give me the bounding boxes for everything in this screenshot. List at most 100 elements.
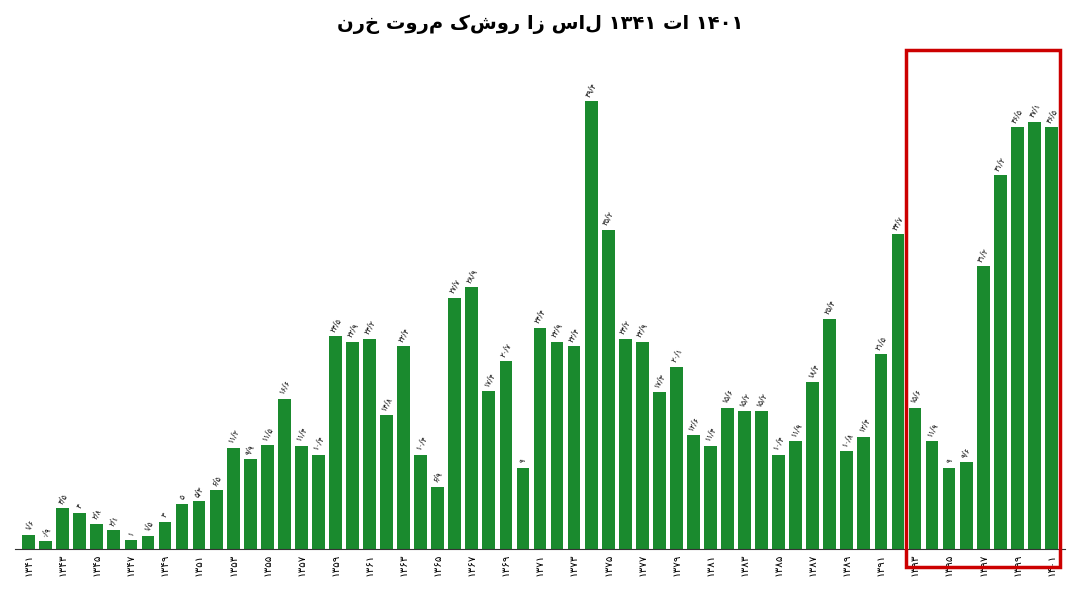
Text: ۱۷/۳: ۱۷/۳ [651,372,667,389]
Title: نرخ تورم کشور از سال ۱۳۴۱ تا ۱۴۰۱: نرخ تورم کشور از سال ۱۳۴۱ تا ۱۴۰۱ [337,15,743,34]
Bar [840,452,853,549]
Bar [908,408,921,549]
Bar [534,328,546,549]
Text: ۴۶/۵: ۴۶/۵ [1010,107,1025,125]
Text: ۱۰/۴: ۱۰/۴ [311,435,326,452]
Text: ۲۴/۴: ۲۴/۴ [532,308,548,325]
Text: ۲۲/۴: ۲۲/۴ [566,326,582,343]
Text: ۲۲/۴: ۲۲/۴ [396,326,411,343]
Bar [772,455,785,549]
Text: ۱۵/۶: ۱۵/۶ [907,388,922,405]
Bar [210,491,222,549]
Bar [448,298,461,549]
Text: ۲/۸: ۲/۸ [91,507,104,521]
Bar [892,235,904,549]
Bar [823,319,836,549]
Bar [687,435,700,549]
Text: ۱/۶: ۱/۶ [22,518,36,532]
Text: ۱۲/۴: ۱۲/۴ [856,417,872,434]
Text: ۲۰/۱: ۲۰/۱ [669,347,684,364]
Text: ۲۰/۷: ۲۰/۷ [498,341,514,359]
Bar [568,346,580,549]
Text: ۶/۹: ۶/۹ [431,470,444,484]
Bar [159,522,172,549]
Text: ۲۳/۲: ۲۳/۲ [362,319,377,336]
Text: ۲۲/۹: ۲۲/۹ [550,322,565,339]
Text: ۳: ۳ [160,511,170,519]
Text: ۴۷/۱: ۴۷/۱ [1027,102,1042,119]
Text: ۲۷/۷: ۲۷/۷ [447,278,462,296]
Text: ۱۵/۲: ۱۵/۲ [754,391,769,408]
Bar [807,382,819,549]
Bar [465,287,478,549]
Text: ۴: ۴ [75,502,84,510]
Text: ۱/۵: ۱/۵ [141,519,154,533]
Text: ۹: ۹ [518,457,528,465]
Text: ۳۴/۷: ۳۴/۷ [890,215,905,232]
Text: ۶/۵: ۶/۵ [210,474,222,488]
Bar [755,411,768,549]
Bar [363,339,376,549]
Bar [91,524,104,549]
Bar [278,399,291,549]
Text: ۵: ۵ [177,493,187,501]
Text: ۱۷/۴: ۱۷/۴ [482,371,497,389]
Bar [926,441,939,549]
Text: ۱۶/۶: ۱۶/۶ [276,379,292,396]
Text: ۱۴/۸: ۱۴/۸ [379,395,394,413]
Text: ۱۱/۲: ۱۱/۲ [226,428,241,445]
Bar [738,411,751,549]
Text: ۱۸/۴: ۱۸/۴ [805,362,821,379]
Bar [483,391,496,549]
Bar [1045,127,1057,549]
Bar [329,336,342,549]
Bar [346,342,359,549]
Text: ۱۱/۹: ۱۱/۹ [788,421,804,439]
Text: ۳۱/۲: ۳۱/۲ [975,246,990,264]
Bar [1028,122,1041,549]
Bar [108,530,120,549]
Bar [960,462,972,549]
Text: ۱۰/۸: ۱۰/۸ [839,431,854,449]
Text: ۱۰/۴: ۱۰/۴ [771,435,786,452]
Bar [619,339,632,549]
Text: ۹: ۹ [944,457,954,465]
Text: ۰/۹: ۰/۹ [39,525,52,538]
Bar [602,230,615,549]
Text: ۱۲/۶: ۱۲/۶ [686,415,701,432]
Text: ۴۶/۵: ۴۶/۵ [1043,107,1059,125]
Text: ۲۲/۹: ۲۲/۹ [345,322,360,339]
Bar [176,504,188,549]
Bar [875,354,888,549]
Text: ۲۱/۵: ۲۱/۵ [874,334,889,352]
Bar [380,415,393,549]
Text: ۱۱/۹: ۱۱/۹ [924,421,940,439]
Text: ۲۲/۹: ۲۲/۹ [635,322,650,339]
Bar [431,487,444,549]
Text: ۴/۵: ۴/۵ [56,492,69,506]
Text: ۴۱/۲: ۴۱/۲ [993,155,1008,173]
Bar [244,459,257,549]
Bar [789,441,802,549]
Text: ۳۵/۲: ۳۵/۲ [600,210,616,227]
Bar [943,467,956,549]
Text: ۴۹/۴: ۴۹/۴ [583,81,598,98]
Bar [415,455,427,549]
Bar [636,342,649,549]
Text: ۱۱/۴: ۱۱/۴ [703,426,718,443]
Text: ۱۰/۴: ۱۰/۴ [413,435,429,452]
Bar [73,513,86,549]
Bar [704,446,717,549]
Bar [500,362,512,549]
Bar [721,408,734,549]
Text: ۲۵/۴: ۲۵/۴ [822,298,837,316]
Bar [1011,127,1024,549]
Bar [670,367,683,549]
Text: ۱۵/۶: ۱۵/۶ [720,388,735,405]
Bar [516,467,529,549]
Bar [312,455,325,549]
Bar [858,437,870,549]
Text: ۵/۳: ۵/۳ [192,485,205,499]
Bar [39,541,52,549]
Bar [653,392,665,549]
